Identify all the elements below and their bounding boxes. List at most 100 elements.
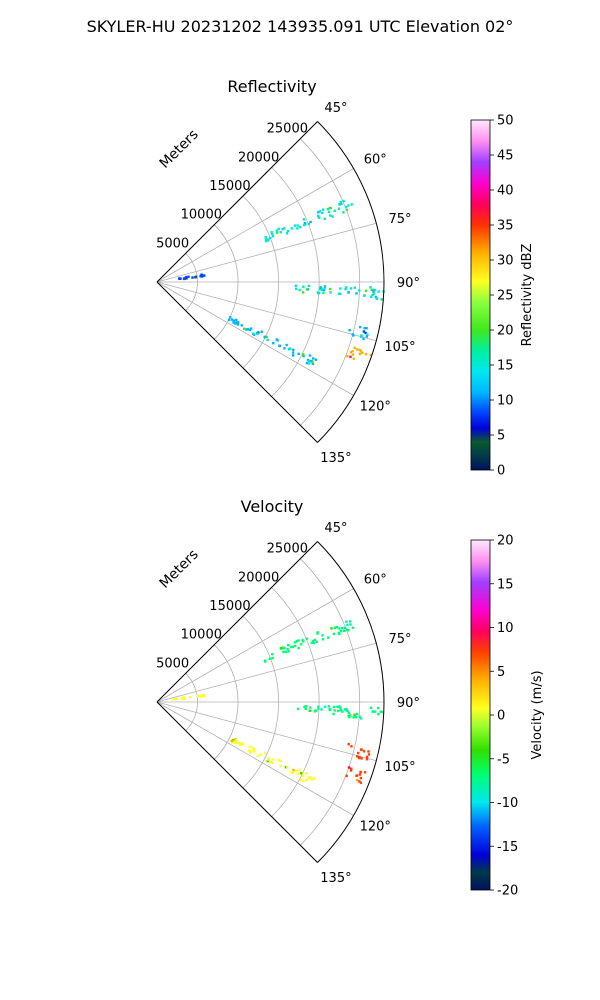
- echo-gate: [337, 292, 341, 295]
- echo-gate: [343, 708, 347, 711]
- echo-gate: [355, 292, 358, 295]
- echo-gate: [240, 324, 243, 327]
- echo-gate: [312, 357, 315, 360]
- azimuth-tick-label: 135°: [320, 871, 351, 886]
- sector-frame: [156, 121, 385, 443]
- echo-gate: [335, 625, 339, 629]
- echo-gate: [338, 632, 341, 636]
- echo-gate: [358, 780, 361, 783]
- echo-gate: [341, 626, 344, 630]
- echo-gate: [318, 288, 322, 291]
- echo-gate: [299, 778, 303, 781]
- echo-gate: [296, 224, 299, 227]
- echo-gate: [271, 234, 275, 238]
- echo-gate: [381, 298, 384, 301]
- echo-gate: [345, 708, 348, 712]
- polar-grid: [156, 541, 384, 863]
- echo-gate: [349, 351, 353, 354]
- echo-gate: [305, 288, 309, 291]
- echo-gate: [309, 220, 312, 224]
- echo-gate: [230, 739, 233, 743]
- echo-gate: [271, 761, 274, 764]
- echo-gate: [328, 287, 332, 291]
- echo-gate: [327, 636, 330, 639]
- echo-gate: [355, 774, 358, 777]
- echo-gate: [339, 200, 343, 204]
- echo-gate: [200, 273, 203, 276]
- echo-gate: [320, 288, 324, 292]
- colorbar-tick-label: 15: [497, 577, 514, 592]
- echo-gate: [304, 704, 308, 708]
- echo-gate: [305, 637, 308, 640]
- echo-gate: [359, 781, 363, 784]
- echo-gate: [357, 751, 360, 755]
- echo-gate: [338, 202, 341, 206]
- echo-gate: [336, 709, 340, 713]
- sector-edge-start: [156, 121, 318, 283]
- echo-gate: [283, 646, 286, 650]
- echo-gate: [339, 706, 342, 709]
- range-tick-labels: 5000 10000 15000 20000 25000: [156, 542, 308, 672]
- echo-data: [172, 620, 384, 784]
- echo-gate: [292, 768, 295, 772]
- echo-gate: [337, 207, 341, 210]
- echo-gate: [298, 225, 302, 229]
- echo-gate: [281, 227, 284, 231]
- colorbar-tick-label: 0: [497, 709, 505, 724]
- echo-gate: [298, 288, 301, 292]
- echo-gate: [358, 348, 361, 352]
- echo-gate: [369, 286, 372, 289]
- colorbar-gradient: [470, 119, 491, 471]
- echo-gate: [248, 328, 252, 332]
- echo-gate: [278, 344, 282, 348]
- echo-gate: [248, 745, 251, 748]
- echo-gate: [302, 640, 305, 643]
- echo-gate: [311, 639, 315, 643]
- sector-outer-arc: [317, 541, 385, 863]
- echo-gate: [284, 766, 288, 769]
- echo-gate: [305, 361, 309, 365]
- echo-gate: [365, 755, 369, 759]
- echo-gate: [317, 291, 321, 295]
- echo-gate: [279, 759, 282, 763]
- echo-gate: [363, 294, 366, 297]
- echo-gate: [302, 780, 305, 783]
- echo-gate: [178, 277, 181, 280]
- echo-gate: [349, 623, 352, 626]
- echo-gate: [381, 710, 384, 714]
- echo-gate: [309, 706, 312, 709]
- echo-gate: [301, 638, 304, 642]
- echo-gate: [263, 752, 267, 755]
- echo-gate: [363, 771, 367, 774]
- echo-gate: [266, 238, 270, 241]
- echo-gate: [345, 774, 348, 778]
- echo-gate: [248, 751, 252, 754]
- echo-gate: [269, 760, 272, 764]
- azimuth-tick-labels: 45° 60° 75° 90° 105° 120° 135°: [320, 101, 420, 466]
- echo-gate: [232, 319, 235, 322]
- echo-gate: [329, 206, 332, 210]
- echo-gate: [229, 316, 232, 319]
- echo-gate: [338, 627, 341, 630]
- colorbar-tick-label: 25: [497, 289, 514, 304]
- echo-gate: [290, 227, 293, 230]
- echo-gate: [284, 650, 288, 654]
- echo-gate: [245, 328, 248, 331]
- range-tick-label: 5000: [156, 236, 189, 251]
- echo-gate: [294, 769, 297, 773]
- echo-gate: [201, 275, 204, 278]
- echo-gate: [346, 355, 349, 358]
- colorbar-tick-label: 45: [497, 149, 514, 164]
- echo-gate: [286, 229, 290, 233]
- echo-gate: [294, 641, 297, 644]
- echo-gate: [275, 229, 279, 232]
- echo-gate: [227, 318, 231, 322]
- echo-gate: [291, 354, 295, 357]
- range-tick-label: 5000: [156, 656, 189, 671]
- echo-gate: [358, 289, 361, 292]
- echo-gate: [321, 638, 325, 641]
- velocity-colorbar: -20 -15 -10 -5 0 5 10 15 20 Velocity (m/s): [470, 534, 545, 899]
- echo-gate: [180, 696, 183, 700]
- colorbar-tick-label: 10: [497, 621, 514, 636]
- echo-gate: [287, 643, 290, 647]
